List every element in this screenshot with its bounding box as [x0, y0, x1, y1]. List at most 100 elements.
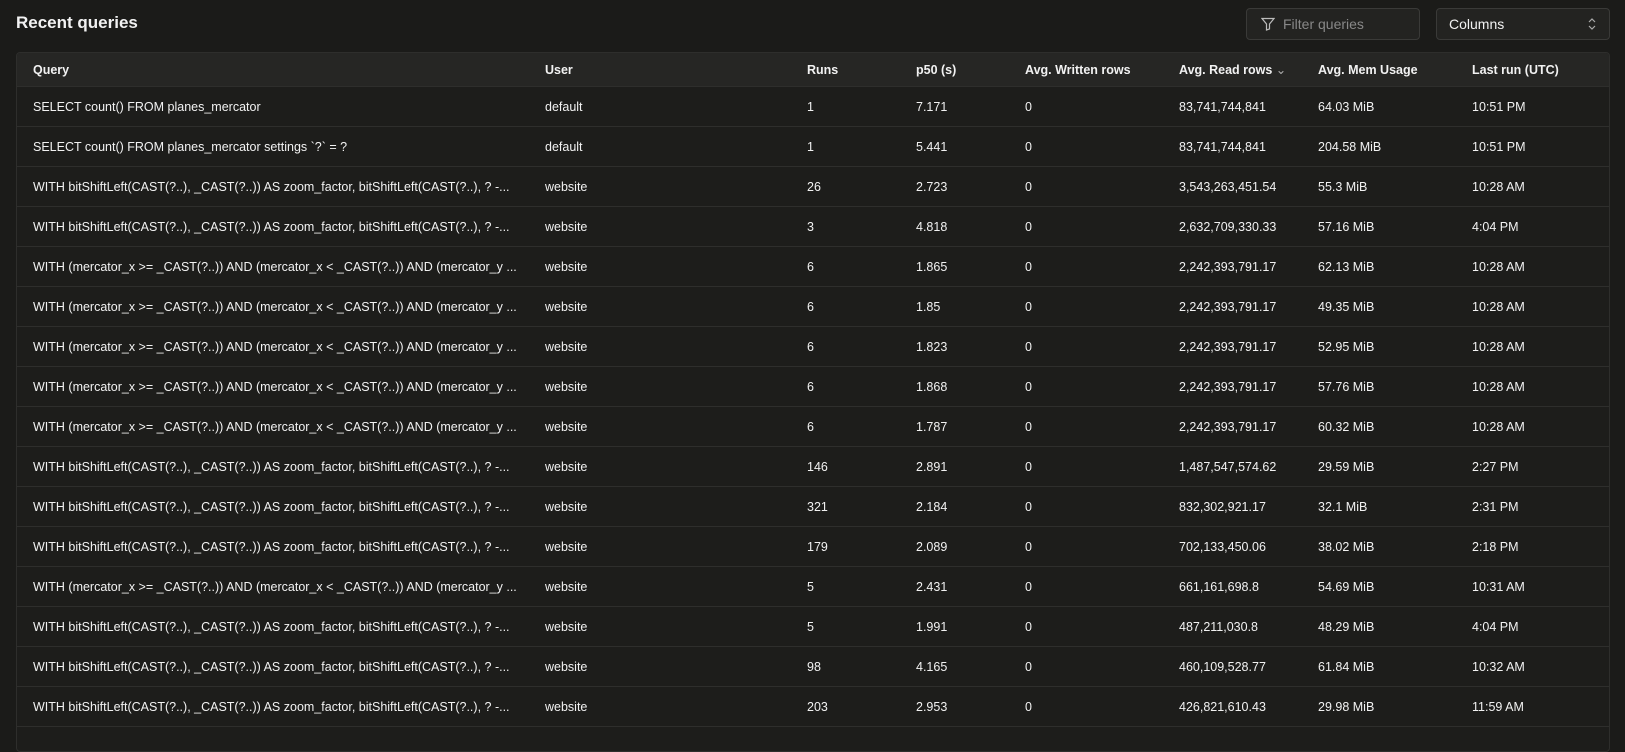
- column-header-label: Query: [33, 62, 70, 77]
- cell-avg-written-rows: 0: [1025, 499, 1032, 514]
- cell-avg-mem-usage: 55.3 MiB: [1318, 179, 1368, 194]
- cell-p50: 1.85: [916, 299, 941, 314]
- cell-query: WITH bitShiftLeft(CAST(?..), _CAST(?..))…: [33, 499, 510, 514]
- cell-avg-written-rows: 0: [1025, 699, 1032, 714]
- cell-avg-read-rows: 2,632,709,330.33: [1179, 219, 1277, 234]
- table-row[interactable]: WITH bitShiftLeft(CAST(?..), _CAST(?..))…: [17, 687, 1609, 727]
- cell-query: WITH bitShiftLeft(CAST(?..), _CAST(?..))…: [33, 619, 510, 634]
- cell-user: website: [545, 659, 588, 674]
- cell-query: WITH bitShiftLeft(CAST(?..), _CAST(?..))…: [33, 179, 510, 194]
- cell-avg-mem-usage: 204.58 MiB: [1318, 139, 1382, 154]
- cell-avg-written-rows: 0: [1025, 339, 1032, 354]
- columns-select[interactable]: Columns: [1436, 8, 1610, 40]
- table-row[interactable]: WITH (mercator_x >= _CAST(?..)) AND (mer…: [17, 327, 1609, 367]
- cell-last-run: 10:28 AM: [1472, 299, 1525, 314]
- cell-avg-mem-usage: 48.29 MiB: [1318, 619, 1375, 634]
- recent-queries-table: Query User Runs p50 (s) Avg. Written rows Avg…: [16, 52, 1610, 752]
- cell-avg-read-rows: 2,242,393,791.17: [1179, 419, 1277, 434]
- table-header: Query User Runs p50 (s) Avg. Written rows Avg…: [17, 53, 1609, 87]
- cell-runs: 1: [807, 99, 814, 114]
- cell-runs: 321: [807, 499, 828, 514]
- column-header-avg-mem-usage[interactable]: Avg. Mem Usage: [1318, 63, 1418, 77]
- cell-avg-read-rows: 832,302,921.17: [1179, 499, 1266, 514]
- cell-query: SELECT count() FROM planes_mercator: [33, 99, 261, 114]
- cell-last-run: 10:28 AM: [1472, 339, 1525, 354]
- cell-last-run: 4:04 PM: [1472, 219, 1519, 234]
- column-header-label: User: [545, 62, 573, 77]
- cell-p50: 2.089: [916, 539, 948, 554]
- cell-last-run: 10:28 AM: [1472, 379, 1525, 394]
- table-row[interactable]: WITH (mercator_x >= _CAST(?..)) AND (mer…: [17, 407, 1609, 447]
- cell-last-run: 10:28 AM: [1472, 259, 1525, 274]
- cell-p50: 4.818: [916, 219, 948, 234]
- column-header-avg-written-rows[interactable]: Avg. Written rows: [1025, 63, 1131, 77]
- column-header-label: Avg. Written rows: [1025, 62, 1131, 77]
- cell-user: website: [545, 499, 588, 514]
- table-row[interactable]: WITH (mercator_x >= _CAST(?..)) AND (mer…: [17, 367, 1609, 407]
- cell-runs: 1: [807, 139, 814, 154]
- cell-p50: 2.723: [916, 179, 948, 194]
- cell-avg-written-rows: 0: [1025, 219, 1032, 234]
- cell-avg-written-rows: 0: [1025, 99, 1032, 114]
- column-header-last-run[interactable]: Last run (UTC): [1472, 63, 1559, 77]
- cell-user: website: [545, 259, 588, 274]
- cell-avg-mem-usage: 49.35 MiB: [1318, 299, 1375, 314]
- cell-last-run: 10:31 AM: [1472, 579, 1525, 594]
- table-row[interactable]: WITH bitShiftLeft(CAST(?..), _CAST(?..))…: [17, 167, 1609, 207]
- column-header-p50[interactable]: p50 (s): [916, 63, 956, 77]
- cell-avg-read-rows: 702,133,450.06: [1179, 539, 1266, 554]
- cell-user: website: [545, 179, 588, 194]
- table-row[interactable]: WITH bitShiftLeft(CAST(?..), _CAST(?..))…: [17, 607, 1609, 647]
- filter-queries-field[interactable]: [1246, 8, 1420, 40]
- cell-last-run: 10:51 PM: [1472, 139, 1526, 154]
- cell-user: default: [545, 139, 583, 154]
- cell-p50: 1.787: [916, 419, 948, 434]
- filter-queries-input[interactable]: [1283, 16, 1413, 32]
- cell-avg-read-rows: 3,543,263,451.54: [1179, 179, 1277, 194]
- column-header-query[interactable]: Query: [33, 63, 69, 77]
- table-row[interactable]: WITH bitShiftLeft(CAST(?..), _CAST(?..))…: [17, 487, 1609, 527]
- cell-last-run: 10:28 AM: [1472, 419, 1525, 434]
- table-row[interactable]: WITH (mercator_x >= _CAST(?..)) AND (mer…: [17, 567, 1609, 607]
- table-row[interactable]: WITH (mercator_x >= _CAST(?..)) AND (mer…: [17, 247, 1609, 287]
- columns-label: Columns: [1449, 16, 1505, 32]
- table-row[interactable]: SELECT count() FROM planes_mercator sett…: [17, 127, 1609, 167]
- cell-avg-mem-usage: 54.69 MiB: [1318, 579, 1375, 594]
- cell-avg-written-rows: 0: [1025, 579, 1032, 594]
- table-row[interactable]: WITH bitShiftLeft(CAST(?..), _CAST(?..))…: [17, 647, 1609, 687]
- table-row[interactable]: WITH bitShiftLeft(CAST(?..), _CAST(?..))…: [17, 527, 1609, 567]
- cell-p50: 2.953: [916, 699, 948, 714]
- cell-avg-mem-usage: 32.1 MiB: [1318, 499, 1368, 514]
- column-header-user[interactable]: User: [545, 63, 573, 77]
- table-row[interactable]: WITH (mercator_x >= _CAST(?..)) AND (mer…: [17, 287, 1609, 327]
- cell-last-run: 2:31 PM: [1472, 499, 1519, 514]
- cell-p50: 2.431: [916, 579, 948, 594]
- table-row[interactable]: WITH bitShiftLeft(CAST(?..), _CAST(?..))…: [17, 447, 1609, 487]
- sort-descending-icon: ⌄: [1272, 63, 1287, 77]
- column-header-runs[interactable]: Runs: [807, 63, 838, 77]
- cell-user: website: [545, 219, 588, 234]
- cell-avg-written-rows: 0: [1025, 459, 1032, 474]
- cell-user: website: [545, 539, 588, 554]
- cell-avg-read-rows: 2,242,393,791.17: [1179, 339, 1277, 354]
- cell-avg-mem-usage: 60.32 MiB: [1318, 419, 1375, 434]
- cell-avg-read-rows: 83,741,744,841: [1179, 99, 1266, 114]
- cell-user: default: [545, 99, 583, 114]
- cell-avg-written-rows: 0: [1025, 659, 1032, 674]
- column-header-avg-read-rows[interactable]: Avg. Read rows ⌄: [1179, 62, 1286, 77]
- table-row[interactable]: WITH bitShiftLeft(CAST(?..), _CAST(?..))…: [17, 207, 1609, 247]
- cell-query: WITH (mercator_x >= _CAST(?..)) AND (mer…: [33, 339, 517, 354]
- cell-query: WITH bitShiftLeft(CAST(?..), _CAST(?..))…: [33, 699, 510, 714]
- column-header-label: p50 (s): [916, 62, 957, 77]
- cell-avg-read-rows: 460,109,528.77: [1179, 659, 1266, 674]
- cell-runs: 98: [807, 659, 821, 674]
- cell-p50: 1.991: [916, 619, 948, 634]
- cell-p50: 1.865: [916, 259, 948, 274]
- cell-user: website: [545, 299, 588, 314]
- column-header-label: Avg. Read rows: [1179, 63, 1273, 77]
- cell-avg-mem-usage: 29.98 MiB: [1318, 699, 1375, 714]
- table-row[interactable]: SELECT count() FROM planes_mercator defau…: [17, 87, 1609, 127]
- cell-p50: 2.891: [916, 459, 948, 474]
- cell-runs: 179: [807, 539, 828, 554]
- cell-last-run: 4:04 PM: [1472, 619, 1519, 634]
